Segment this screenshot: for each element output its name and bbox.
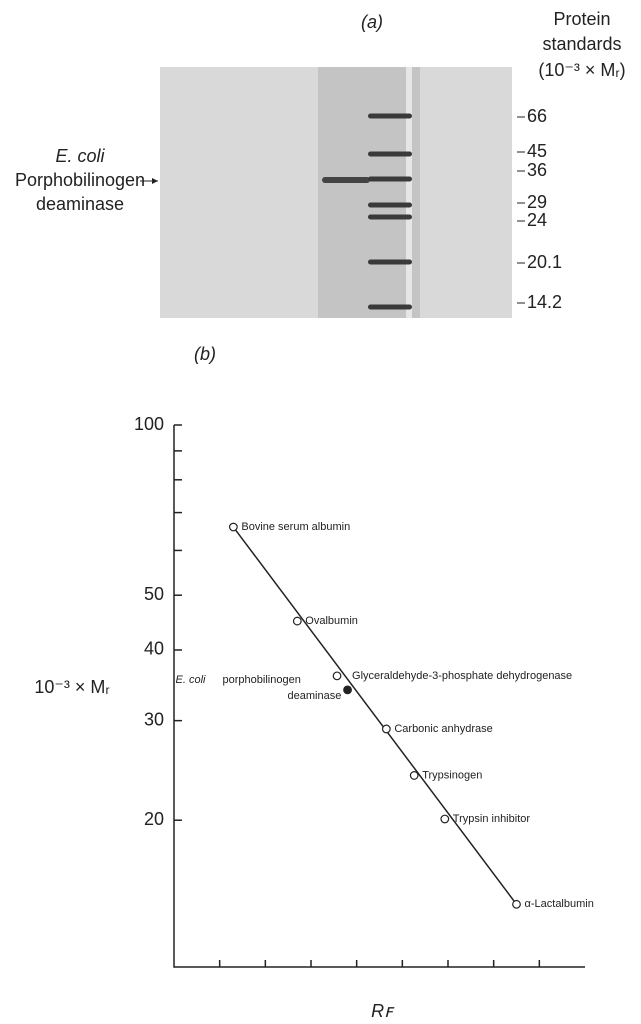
marker-band xyxy=(368,214,412,220)
y-tick-label: 40 xyxy=(144,639,164,659)
data-point xyxy=(381,724,391,734)
standards-title: (10⁻³ × Mᵣ) xyxy=(538,60,625,80)
marker-band xyxy=(368,259,412,265)
x-label: Rꜰ xyxy=(371,1001,395,1021)
data-point xyxy=(228,522,238,532)
point-label: deaminase xyxy=(288,690,342,702)
marker-band xyxy=(368,113,412,119)
sample-label: E. coli xyxy=(55,146,105,166)
standards-title: Protein xyxy=(553,9,610,29)
sample-label: deaminase xyxy=(36,194,124,214)
point-label: α-Lactalbumin xyxy=(525,898,594,910)
point-label: Glyceraldehyde-3-phosphate dehydrogenase xyxy=(352,670,572,682)
marker-label: 14.2 xyxy=(527,292,562,312)
axes xyxy=(173,425,585,968)
standards-title: standards xyxy=(542,34,621,54)
data-point xyxy=(292,616,302,626)
y-label: 10⁻³ × Mᵣ xyxy=(34,677,109,697)
data-point xyxy=(409,771,419,780)
marker-label: 45 xyxy=(527,141,547,161)
point-label: Trypsinogen xyxy=(422,769,482,781)
fit-line xyxy=(232,526,518,905)
marker-label: 29 xyxy=(527,192,547,212)
marker-band xyxy=(368,176,412,182)
y-tick-label: 50 xyxy=(144,584,164,604)
marker-label: 20.1 xyxy=(527,252,562,272)
point-label: Ovalbumin xyxy=(305,615,358,627)
y-tick-label: 20 xyxy=(144,809,164,829)
chart-title: (b) xyxy=(194,344,216,364)
marker-label: 24 xyxy=(527,210,547,230)
point-label: Bovine serum albumin xyxy=(241,521,350,533)
y-tick-label: 100 xyxy=(134,414,164,434)
marker-band xyxy=(368,202,412,208)
data-point xyxy=(512,899,521,909)
sample-label: Porphobilinogen xyxy=(15,170,145,190)
data-point xyxy=(440,814,450,824)
data-point xyxy=(332,671,342,681)
point-label: Trypsin inhibitor xyxy=(453,813,531,825)
panel-a-title: (a) xyxy=(361,12,383,32)
point-label: porphobilinogen xyxy=(223,674,301,686)
gel-streak xyxy=(406,67,412,318)
data-point xyxy=(343,685,352,695)
point-label: Carbonic anhydrase xyxy=(394,723,492,735)
arrow-head xyxy=(152,178,158,184)
gel-lane xyxy=(318,67,420,318)
sample-band xyxy=(322,177,370,183)
point-label: E. coli xyxy=(176,674,207,686)
y-tick-label: 30 xyxy=(144,709,164,729)
marker-band xyxy=(368,151,412,157)
marker-label: 36 xyxy=(527,160,547,180)
marker-label: 66 xyxy=(527,106,547,126)
marker-band xyxy=(368,304,412,310)
